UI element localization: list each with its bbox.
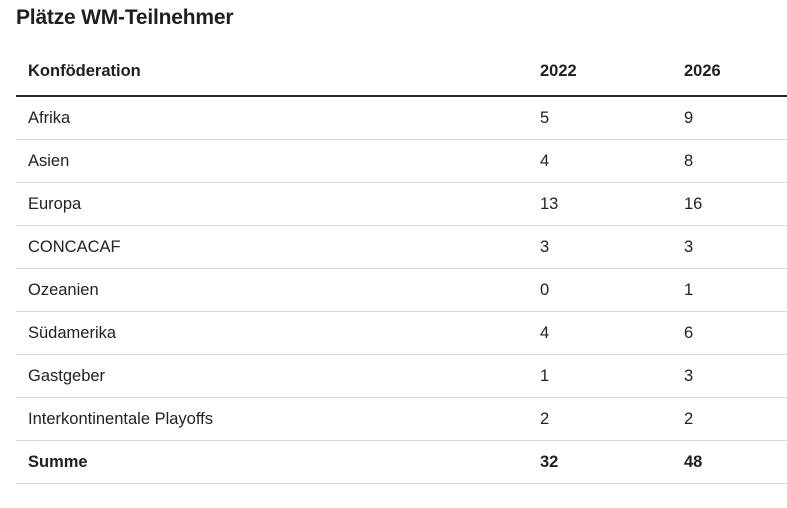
total-2026-cell: 48 [672, 440, 787, 484]
value-2022-cell: 5 [528, 96, 672, 140]
column-header-2022: 2022 [528, 48, 672, 97]
value-2026-cell: 9 [672, 96, 787, 140]
column-header-confederation: Konföderation [16, 48, 528, 97]
confederation-cell: Asien [16, 139, 528, 183]
total-2022-cell: 32 [528, 440, 672, 484]
table-total-row: Summe 32 48 [16, 440, 787, 484]
value-2022-cell: 4 [528, 139, 672, 183]
confederation-cell: Afrika [16, 96, 528, 140]
confederation-cell: Ozeanien [16, 268, 528, 312]
confederation-cell: Südamerika [16, 311, 528, 355]
value-2026-cell: 3 [672, 225, 787, 269]
confederation-cell: Europa [16, 182, 528, 226]
table-header: Konföderation 2022 2026 [16, 48, 787, 97]
value-2026-cell: 8 [672, 139, 787, 183]
table-row: Asien 4 8 [16, 139, 787, 183]
table-row: Europa 13 16 [16, 182, 787, 226]
table-row: Ozeanien 0 1 [16, 268, 787, 312]
value-2022-cell: 3 [528, 225, 672, 269]
table-header-row: Konföderation 2022 2026 [16, 48, 787, 97]
table-row: Afrika 5 9 [16, 96, 787, 140]
value-2022-cell: 1 [528, 354, 672, 398]
value-2022-cell: 13 [528, 182, 672, 226]
value-2026-cell: 3 [672, 354, 787, 398]
value-2022-cell: 4 [528, 311, 672, 355]
table-row: Südamerika 4 6 [16, 311, 787, 355]
table-row: CONCACAF 3 3 [16, 225, 787, 269]
value-2026-cell: 1 [672, 268, 787, 312]
confederation-cell: Gastgeber [16, 354, 528, 398]
total-label-cell: Summe [16, 440, 528, 484]
confederation-cell: Interkontinentale Playoffs [16, 397, 528, 441]
value-2026-cell: 6 [672, 311, 787, 355]
confederation-cell: CONCACAF [16, 225, 528, 269]
value-2026-cell: 16 [672, 182, 787, 226]
confederation-table: Konföderation 2022 2026 Afrika 5 9 Asien… [16, 48, 787, 484]
table-row: Interkontinentale Playoffs 2 2 [16, 397, 787, 441]
page-title: Plätze WM-Teilnehmer [16, 6, 234, 29]
value-2022-cell: 2 [528, 397, 672, 441]
table-body: Afrika 5 9 Asien 4 8 Europa 13 16 CONCAC… [16, 96, 787, 484]
table-row: Gastgeber 1 3 [16, 354, 787, 398]
value-2022-cell: 0 [528, 268, 672, 312]
value-2026-cell: 2 [672, 397, 787, 441]
column-header-2026: 2026 [672, 48, 787, 97]
